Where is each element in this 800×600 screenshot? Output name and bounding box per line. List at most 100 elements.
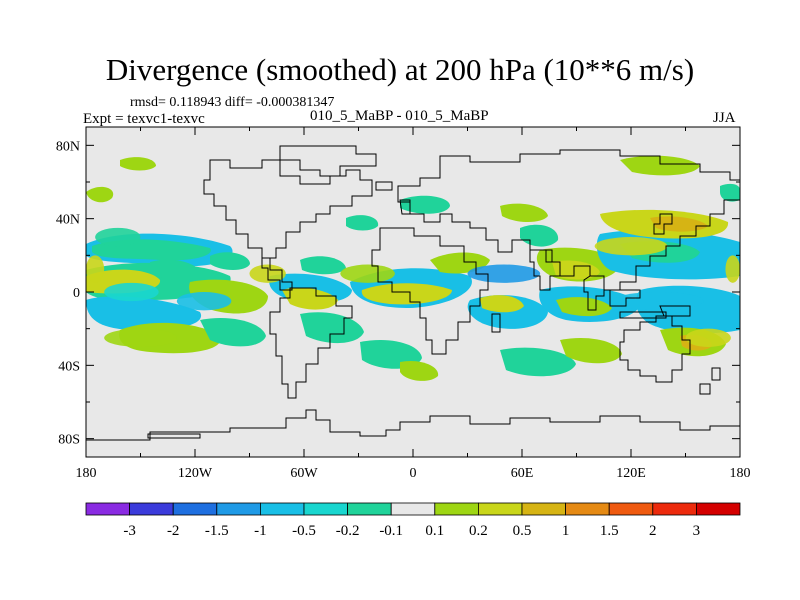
coastline-north-america — [203, 159, 373, 259]
x-tick-labels: 180 120W 60W 0 60E 120E 180 — [76, 466, 751, 481]
coastline-indonesia — [609, 289, 667, 319]
div-blob — [300, 312, 364, 344]
y-tick-label: 40N — [56, 213, 80, 228]
colorbar-swatch — [565, 502, 610, 516]
map-field — [85, 126, 741, 458]
colorbar-label: -0.1 — [379, 523, 403, 539]
season-label: JJA — [713, 110, 736, 126]
field-cell — [340, 264, 395, 283]
colorbar-swatch — [390, 502, 436, 516]
div-blob — [720, 183, 740, 202]
field-cell — [725, 255, 740, 283]
colorbar-label: -1.5 — [205, 523, 229, 539]
colorbar-label: 0.2 — [469, 523, 488, 539]
div-blob — [120, 157, 156, 171]
colorbar-swatch — [696, 502, 741, 516]
colorbar-label: -1 — [254, 523, 267, 539]
colorbar-label: 1 — [562, 523, 570, 539]
colorbar-label: 0.1 — [425, 523, 444, 539]
colorbar — [85, 502, 741, 516]
coastline-iceland — [375, 181, 393, 191]
colorbar-swatch — [477, 502, 523, 516]
div-blob — [500, 203, 548, 222]
colorbar-labels: -3 -2 -1.5 -1 -0.5 -0.2 -0.1 0.1 0.2 0.5 1 1.5 2 3 — [123, 523, 700, 539]
coastline-south-america — [269, 287, 353, 399]
x-tick-label: 180 — [730, 466, 751, 481]
div-blob — [200, 317, 266, 347]
x-tick-label: 60W — [290, 466, 318, 481]
field-cell — [95, 227, 141, 247]
div-blob — [86, 186, 114, 203]
coastline-new-zealand — [699, 367, 721, 395]
div-blob — [150, 259, 200, 280]
div-blob — [346, 215, 379, 231]
coastline — [86, 145, 741, 441]
coastline-africa — [371, 227, 489, 355]
x-tick-label: 0 — [410, 466, 417, 481]
divergence-field — [86, 155, 740, 381]
colorbar-label: -0.5 — [292, 523, 316, 539]
coastline-new-guinea — [659, 305, 691, 317]
y-tick-labels: 80N 40N 0 40S 80S — [56, 139, 80, 447]
div-blob — [620, 155, 700, 176]
div-blob — [210, 252, 250, 270]
coastline-madagascar — [491, 313, 501, 333]
coastline-japan — [653, 213, 673, 235]
coastline-australia — [619, 315, 691, 383]
coastline-ross-ice — [147, 433, 201, 439]
colorbar-label: 3 — [693, 523, 701, 539]
div-blob — [556, 297, 612, 317]
axis-ticks — [85, 127, 741, 457]
colorbar-label: 0.5 — [513, 523, 532, 539]
coastline-antarctica — [86, 409, 740, 441]
y-tick-label: 0 — [73, 286, 80, 301]
colorbar-label: -0.2 — [336, 523, 360, 539]
field-cell — [176, 292, 232, 311]
coastline-india — [529, 249, 561, 291]
coastline-eurasia — [397, 149, 741, 291]
div-blob — [361, 283, 452, 305]
colorbar-swatch — [608, 502, 654, 516]
div-blob — [86, 296, 202, 331]
colorbar-label: 1.5 — [600, 523, 619, 539]
colorbar-swatch — [85, 502, 130, 516]
experiment-label: Expt = texvc1-texvc — [83, 111, 205, 127]
chart-subtitle: 010_5_MaBP - 010_5_MaBP — [310, 108, 489, 124]
div-blob — [400, 195, 450, 214]
colorbar-swatch — [216, 502, 261, 516]
field-cell — [467, 264, 541, 283]
coastline-greenland — [279, 145, 377, 177]
colorbar-swatch — [434, 502, 479, 516]
field-cell — [594, 237, 668, 256]
y-tick-label: 80S — [58, 433, 80, 448]
coastline-uk — [399, 199, 411, 215]
x-tick-label: 60E — [511, 466, 534, 481]
colorbar-swatch — [259, 502, 305, 516]
colorbar-swatch — [129, 502, 174, 516]
x-tick-label: 180 — [76, 466, 97, 481]
colorbar-swatch — [172, 502, 218, 516]
x-tick-label: 120W — [178, 466, 213, 481]
y-tick-label: 80N — [56, 139, 80, 154]
coastline-southeast-asia — [583, 275, 605, 311]
field-cell — [104, 282, 159, 302]
div-blob — [300, 256, 346, 275]
field-cell — [104, 328, 177, 348]
field-cell — [685, 328, 731, 348]
div-blob — [552, 260, 600, 280]
colorbar-swatch — [303, 502, 348, 516]
x-tick-label: 120E — [616, 466, 646, 481]
div-blob — [560, 337, 622, 364]
coastline-central-america — [261, 257, 293, 291]
colorbar-label: 2 — [649, 523, 657, 539]
colorbar-label: -3 — [123, 523, 136, 539]
div-blob — [480, 295, 524, 313]
colorbar-swatch — [521, 502, 566, 516]
y-tick-label: 40S — [58, 359, 80, 374]
div-blob — [282, 287, 338, 310]
colorbar-swatch — [347, 502, 392, 516]
colorbar-swatch — [652, 502, 697, 516]
stats-text: rmsd= 0.118943 diff= -0.000381347 — [130, 95, 335, 110]
colorbar-label: -2 — [167, 523, 180, 539]
